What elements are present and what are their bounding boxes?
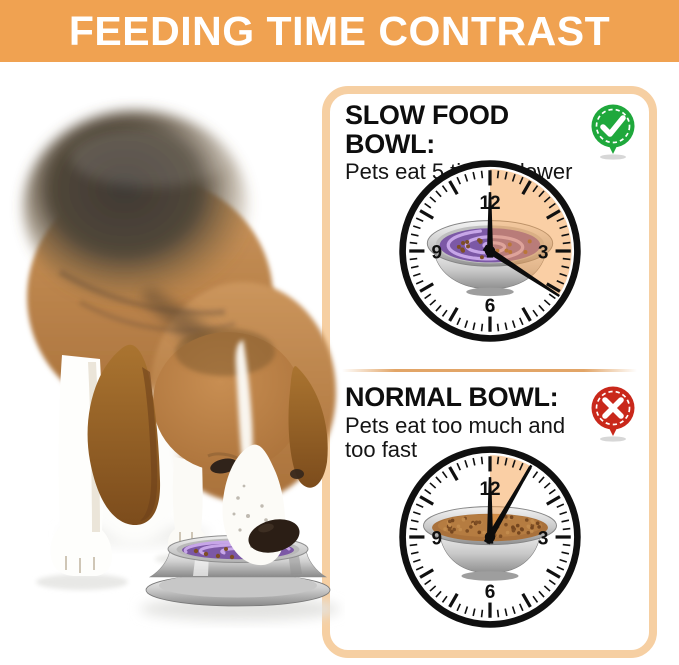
svg-text:6: 6 bbox=[485, 296, 496, 317]
dog-photo bbox=[23, 110, 340, 621]
svg-text:6: 6 bbox=[485, 582, 496, 603]
normal-bowl-title: NORMAL BOWL: bbox=[345, 382, 559, 412]
dog bbox=[23, 110, 336, 607]
comparison-panel: SLOW FOOD BOWL: Pets eat 5 times slower … bbox=[322, 86, 657, 658]
section-slow-bowl: SLOW FOOD BOWL: Pets eat 5 times slower … bbox=[330, 94, 649, 369]
dog-muzzle bbox=[222, 444, 300, 566]
dog-right-ear bbox=[288, 366, 328, 488]
page-title: FEEDING TIME CONTRAST bbox=[68, 7, 611, 54]
normal-bowl-subtitle: Pets eat too much and too fast bbox=[345, 412, 566, 463]
slow-bowl-title: SLOW FOOD BOWL: bbox=[345, 100, 509, 159]
svg-text:9: 9 bbox=[432, 243, 443, 264]
dog-left-ear bbox=[87, 344, 161, 526]
dog-far-eye bbox=[290, 469, 304, 479]
dog-head bbox=[87, 328, 328, 526]
clock-normal: 12369 bbox=[399, 446, 581, 628]
svg-text:3: 3 bbox=[538, 243, 549, 264]
clock-slow: 12369 bbox=[399, 160, 581, 342]
cross-badge-icon bbox=[591, 386, 635, 442]
svg-text:3: 3 bbox=[538, 529, 549, 550]
svg-text:9: 9 bbox=[432, 529, 443, 550]
header-banner: FEEDING TIME CONTRAST bbox=[0, 0, 679, 62]
check-badge-icon bbox=[591, 104, 635, 160]
section-divider bbox=[342, 369, 637, 372]
dog-blaze bbox=[235, 340, 253, 460]
section-normal-bowl: NORMAL BOWL: Pets eat too much and too f… bbox=[330, 372, 649, 650]
